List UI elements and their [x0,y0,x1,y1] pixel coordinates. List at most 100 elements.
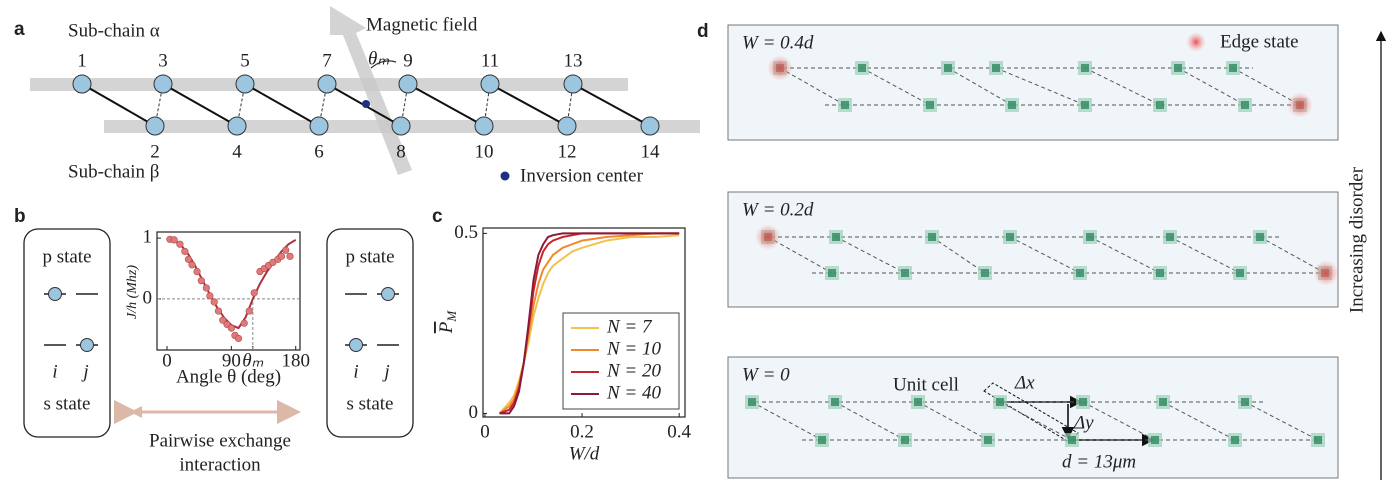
diag-line [1259,236,1326,274]
atom [72,74,92,94]
data-point [277,252,286,260]
diag-line [767,236,833,274]
bond [489,83,568,127]
field-arrow [330,6,412,175]
atom [557,116,577,136]
p-state: p state [345,246,394,267]
atom-image-core [832,233,840,241]
atom-image-core [981,269,989,277]
legend-label: N = 40 [606,382,661,403]
edge-legend-marker [1186,32,1206,52]
y-tick-label: 0 [143,287,153,308]
diag-line [947,67,1013,106]
data-point [202,284,210,292]
data-point [234,334,243,343]
series-line [498,232,680,415]
diag-line [995,67,1086,106]
p-state: p state [42,246,91,267]
atom [474,116,494,136]
y-axis-label-main: P [436,321,457,334]
panel-b: p state s state i j p state s state i j … [23,228,459,475]
atom-image-core [1256,233,1264,241]
site-label: 7 [322,50,332,71]
atom-image-core [1079,398,1087,406]
diag-line [861,67,931,106]
data-point [286,252,294,260]
y-axis-label-sub: M [444,310,459,323]
diag-line [751,401,823,441]
site-label: 10 [475,141,494,162]
atom-image-core [841,101,849,109]
atom-image-core [996,398,1004,406]
bond [407,83,485,127]
subchain-label: Sub-chain β [68,161,159,182]
d-label: d = 13μm [1062,451,1136,472]
legend-label: N = 7 [606,316,653,337]
atom-image-core [1174,64,1182,72]
panel-a: Sub-chain α Sub-chain β Magnetic field θ… [30,6,700,186]
plot-frame [156,231,301,351]
x-axis-label: W/d [569,443,600,464]
site-j: j [381,361,389,382]
atom-image-core [1159,398,1167,406]
data-point [170,236,178,244]
bond [81,83,156,127]
s-state: s state [347,393,394,414]
exchange-label: interaction [179,454,261,475]
atom-image-core [1156,269,1164,277]
inversion-legend-dot [500,171,510,181]
y-axis-label: J/h (Mhz) [125,265,140,319]
panel-label: a [14,19,25,40]
diag-line [1169,236,1241,274]
inversion-label: Inversion center [520,165,644,186]
atom-image-core [901,269,909,277]
atom-image-core [926,101,934,109]
edge-state [1287,92,1313,118]
diag-line [835,236,906,274]
atom-image-core [1156,101,1164,109]
site-i: i [52,361,57,382]
atom-image-core [831,398,839,406]
atom-image-core [1086,233,1094,241]
atom-image-core [1241,398,1249,406]
subchain-label: Sub-chain α [68,20,160,41]
atom-image-core [1166,233,1174,241]
site-label: 13 [564,50,583,71]
data-point [245,307,253,315]
atom-image-core [928,233,936,241]
series-line [499,232,680,415]
atom [145,116,165,136]
site-label: 5 [240,50,250,71]
data-point [240,319,248,327]
data-point [219,316,227,324]
data-point [210,298,218,306]
diag-line [931,236,986,274]
data-point [176,240,184,248]
atom-image-core [1081,101,1089,109]
diag-line [779,67,846,106]
atom [640,116,660,136]
data-point [214,307,223,315]
edge-state [755,224,781,250]
atom-image-core [984,436,992,444]
diag-line [1009,236,1081,274]
atom-image-core [1229,64,1237,72]
plot-frame [482,227,686,418]
atom [480,74,500,94]
x-axis-label: Angle θ (deg) [176,366,281,387]
dy-label: Δy [1073,412,1094,433]
edge-state [767,55,793,81]
angle-label: θₘ [368,48,389,69]
exchange-label: Pairwise exchange [149,430,291,451]
x-tick-label: 180 [281,350,310,371]
unit-cell-label: Unit cell [893,374,959,395]
atom [153,74,173,94]
atom-image-core [1006,233,1014,241]
y-tick-label: 1 [143,226,153,247]
x-tick-label: 90 [222,350,241,371]
disorder-axis-label: Increasing disorder [1346,166,1367,313]
atom [317,74,337,94]
legend-label: N = 20 [606,360,661,381]
site-j: j [80,361,88,382]
data-point [181,247,189,256]
